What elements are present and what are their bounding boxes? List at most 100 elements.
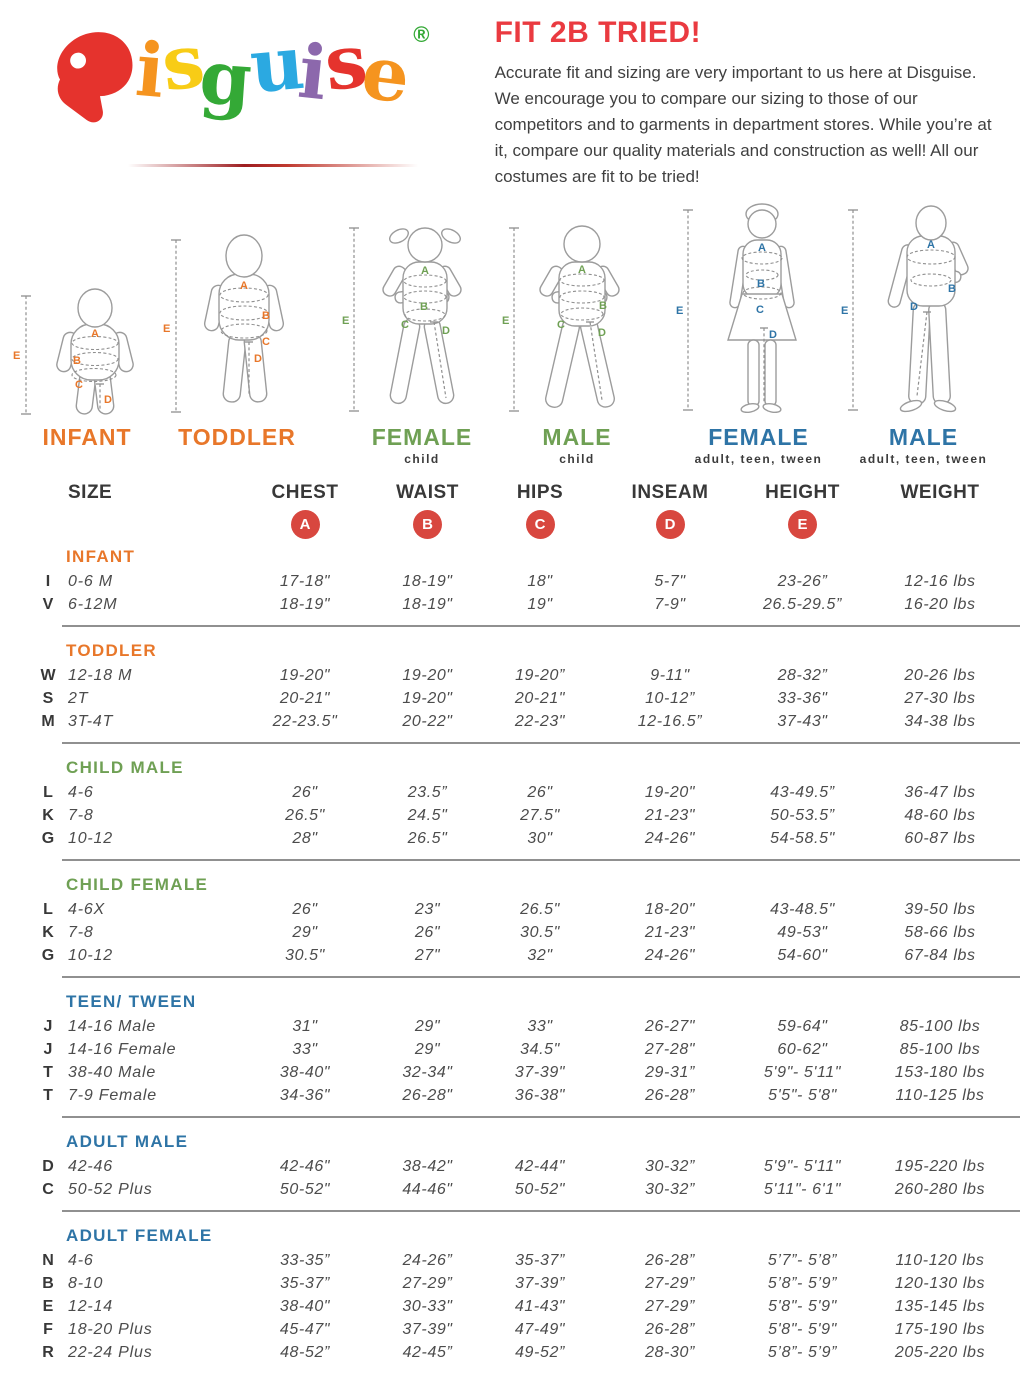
infant-figure-illustration: E A B C D [13,288,134,415]
cell-hips: 26.5" [520,900,560,918]
cell-waist: 18-19" [402,595,453,613]
cell-inseam: 10-12” [645,689,695,707]
table-row: D 42-46 42-46" 38-42" 42-44" 30-32” 5'9"… [36,1155,1020,1178]
row-letter: K [42,923,54,941]
cell-inseam: 27-29” [645,1274,695,1292]
row-letter: M [41,712,55,730]
cell-size: 4-6X [68,900,105,918]
figure-caption: TODDLER [178,424,296,450]
table-row: G 10-12 30.5" 27" 32" 24-26" 54-60" 67-8… [36,944,1020,967]
cell-height: 43-49.5” [770,783,835,801]
svg-text:B: B [420,301,428,313]
cell-waist: 26.5" [407,829,448,847]
col-header-size: SIZE [68,482,113,503]
cell-weight: 36-47 lbs [904,783,976,801]
section-divider [62,976,1020,978]
figure-subcaption: adult, teen, tween [694,452,823,466]
row-letter: W [40,666,56,684]
cell-waist: 26" [414,923,441,941]
svg-text:A: A [91,328,99,340]
figure-female-adult: E A B C D FEMALE adult, teen, tween [676,200,841,466]
cell-weight: 12-16 lbs [904,572,976,590]
section-rows-toddler: W 12-18 M 19-20" 19-20" 19-20” 9-11" 28-… [36,664,1020,733]
section-title: TEEN/ TWEEN [66,992,197,1011]
cell-inseam: 24-26" [644,946,696,964]
row-letter: J [43,1017,53,1035]
cell-chest: 50-52" [279,1180,331,1198]
section-title: ADULT MALE [66,1132,189,1151]
cell-hips: 19-20” [515,666,565,684]
cell-height: 50-53.5” [770,806,835,824]
table-row: I 0-6 M 17-18" 18-19" 18" 5-7" 23-26” 12… [36,570,1020,593]
cell-height: 54-58.5" [770,829,835,847]
section-header-teen-tween: TEEN/ TWEEN [36,986,1020,1015]
row-letter: L [43,900,53,918]
cell-weight: 39-50 lbs [904,900,976,918]
svg-text:E: E [163,323,170,335]
cell-chest: 17-18" [279,572,331,590]
cell-hips: 36-38" [514,1086,566,1104]
cell-chest: 33-35” [280,1251,330,1269]
svg-text:D: D [910,301,918,313]
table-row: G 10-12 28" 26.5" 30" 24-26" 54-58.5" 60… [36,827,1020,850]
cell-size: 3T-4T [68,712,114,730]
cell-hips: 30" [527,829,553,847]
figure-caption: FEMALE [371,424,473,450]
table-row: F 18-20 Plus 45-47" 37-39" 47-49" 26-28”… [36,1318,1020,1341]
cell-size: 0-6 M [68,572,113,590]
cell-waist: 27" [414,946,441,964]
cell-chest: 35-37” [280,1274,330,1292]
figure-caption: FEMALE [708,424,809,450]
row-letter: R [42,1343,54,1361]
cell-chest: 22-23.5" [272,712,338,730]
cell-chest: 19-20" [279,666,331,684]
table-row: E 12-14 38-40" 30-33" 41-43" 27-29” 5'8"… [36,1295,1020,1318]
cell-weight: 175-190 lbs [894,1320,986,1338]
row-letter: L [43,783,53,801]
female-adult-figure-illustration: E A B C D [676,203,797,414]
cell-weight: 48-60 lbs [904,806,976,824]
section-title: INFANT [66,547,136,566]
cell-waist: 24.5" [407,806,448,824]
cell-waist: 20-22" [402,712,453,730]
row-letter: D [42,1157,54,1175]
page-header: i s g u i s e ® FIT 2B TRIED! Accurate f… [0,0,1024,190]
table-row: M 3T-4T 22-23.5" 20-22" 22-23" 12-16.5” … [36,710,1020,733]
cell-chest: 29" [292,923,318,941]
svg-text:D: D [104,394,112,406]
svg-text:B: B [73,355,81,367]
svg-text:A: A [578,264,586,276]
cell-inseam: 12-16.5” [637,712,703,730]
cell-inseam: 26-28” [645,1251,695,1269]
cell-hips: 34.5" [520,1040,560,1058]
cell-height: 59-64" [777,1017,828,1035]
cell-size: 8-10 [68,1274,104,1292]
svg-text:C: C [75,379,83,391]
cell-height: 43-48.5" [770,900,835,918]
cell-weight: 153-180 lbs [894,1063,986,1081]
cell-waist: 37-39" [402,1320,453,1338]
cell-waist: 19-20" [402,689,453,707]
cell-weight: 195-220 lbs [894,1157,986,1175]
section-divider [62,1210,1020,1212]
figure-subcaption: child [404,452,440,466]
cell-waist: 18-19" [402,572,453,590]
cell-inseam: 28-30” [645,1343,695,1361]
cell-size: 12-14 [68,1297,113,1315]
cell-inseam: 29-31” [645,1063,695,1081]
cell-hips: 35-37” [515,1251,565,1269]
cell-hips: 32" [527,946,553,964]
cell-chest: 38-40" [279,1063,331,1081]
cell-weight: 60-87 lbs [904,829,976,847]
svg-text:E: E [676,305,683,317]
cell-weight: 58-66 lbs [904,923,976,941]
logo-word: i s g u i s e ® [52,18,495,130]
cell-chest: 45-47" [279,1320,331,1338]
cell-hips: 41-43" [514,1297,566,1315]
cell-chest: 31" [292,1017,318,1035]
cell-size: 14-16 Female [68,1040,177,1058]
section-title: CHILD MALE [66,758,184,777]
cell-hips: 30.5" [520,923,560,941]
section-rows-teen-tween: J 14-16 Male 31" 29" 33" 26-27" 59-64" 8… [36,1015,1020,1107]
cell-height: 5'11"- 6'1" [763,1180,842,1198]
